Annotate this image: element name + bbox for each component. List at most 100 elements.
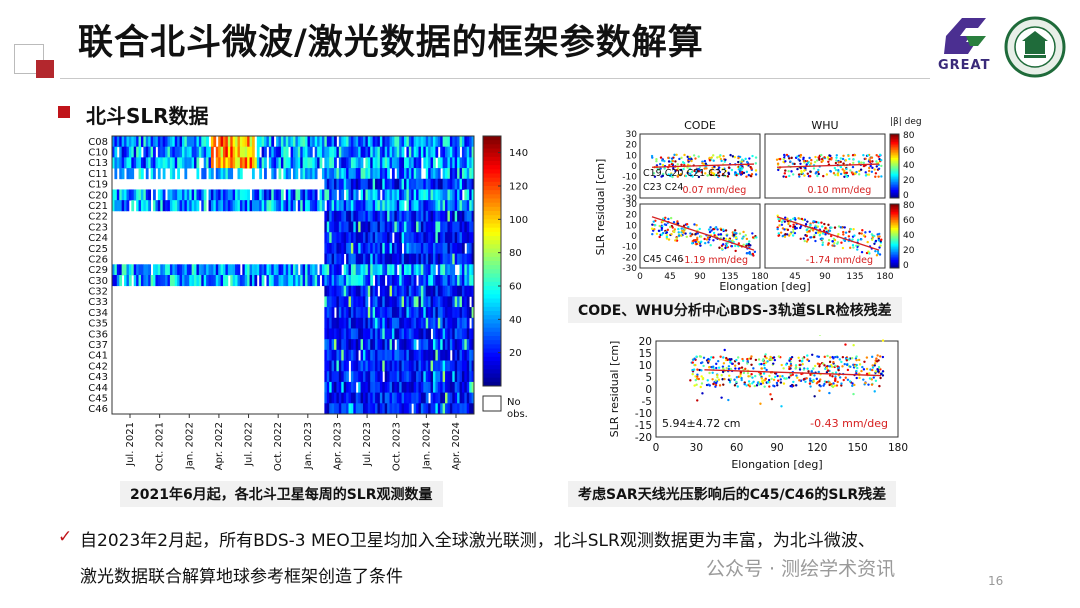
residual-point xyxy=(811,353,814,356)
residual-ytick: -20 xyxy=(622,183,637,193)
residual-point xyxy=(759,372,762,375)
residual-point xyxy=(726,358,729,362)
residual-point xyxy=(722,367,725,370)
residual-point xyxy=(716,376,719,379)
satellite-label: C37 xyxy=(88,340,108,351)
residual-point xyxy=(747,380,751,383)
residual-point xyxy=(787,376,791,379)
residual-point xyxy=(838,376,842,379)
residual-point xyxy=(801,359,804,363)
residual-point xyxy=(711,365,715,368)
residual-point xyxy=(773,358,777,362)
residual-point xyxy=(832,382,835,385)
residual-point xyxy=(763,385,766,388)
satellite-label: C41 xyxy=(88,351,108,362)
residual-point xyxy=(801,363,804,366)
residual-point xyxy=(871,366,875,369)
residual-ytick: 0 xyxy=(631,162,637,172)
residual-point xyxy=(772,356,776,359)
beta-colorbar-tick: 0 xyxy=(903,191,909,201)
residual-point xyxy=(842,378,845,382)
residual-point xyxy=(707,359,710,363)
residual-point xyxy=(818,365,821,368)
residual-point xyxy=(813,395,816,398)
residual-point xyxy=(851,382,854,385)
residual-point xyxy=(714,385,717,388)
satellite-label: C46 xyxy=(88,404,108,415)
corrected-trend-line xyxy=(704,369,882,377)
residual-point xyxy=(794,364,798,367)
residual-point xyxy=(827,369,830,372)
residual-point xyxy=(768,358,771,361)
residual-point xyxy=(815,377,818,381)
residual-ytick: -30 xyxy=(622,264,637,274)
satellite-label: C36 xyxy=(88,329,108,340)
satellite-label: C35 xyxy=(88,319,108,330)
residual-point xyxy=(834,371,838,374)
beta-colorbar-tick: 80 xyxy=(903,201,915,211)
great-logo-text: GREAT xyxy=(938,58,991,73)
residual-point xyxy=(812,380,815,383)
residual-point xyxy=(702,364,705,368)
residual-point xyxy=(852,392,855,396)
residual-point xyxy=(834,355,837,359)
residual-point xyxy=(816,362,820,365)
title-underline xyxy=(60,78,930,79)
residual-point xyxy=(879,376,882,380)
residual-point xyxy=(790,385,794,388)
residual-point xyxy=(825,366,829,370)
date-tick-label: Apr. 2022 xyxy=(214,422,225,470)
corrected-xtick: 150 xyxy=(848,442,868,454)
residual-point xyxy=(731,362,734,366)
satellite-label: C11 xyxy=(88,169,108,180)
group-label-top-2: C23 C24 xyxy=(643,182,683,193)
residual-point xyxy=(818,389,821,392)
residual-point xyxy=(762,372,766,375)
residual-point xyxy=(873,362,877,365)
satellite-label: C44 xyxy=(88,383,108,394)
residual-ytick: 30 xyxy=(626,200,638,210)
residual-point xyxy=(729,367,733,371)
residual-point xyxy=(763,363,766,367)
section-heading: 北斗SLR数据 xyxy=(86,104,209,128)
residual-point xyxy=(696,373,699,376)
corrected-xtick: 0 xyxy=(653,442,660,454)
residual-point xyxy=(772,384,775,387)
no-obs-swatch xyxy=(482,395,502,412)
residual-point xyxy=(749,357,753,360)
residual-point xyxy=(772,362,775,365)
residual-point xyxy=(763,366,766,370)
residual-point xyxy=(770,358,773,362)
residual-point xyxy=(763,355,767,358)
residual-point xyxy=(795,384,798,387)
great-logo xyxy=(944,18,986,54)
residual-point xyxy=(870,378,874,381)
residual-point xyxy=(852,344,855,347)
residual-xlabel: Elongation [deg] xyxy=(719,280,810,293)
residual-point xyxy=(759,382,763,386)
residual-point xyxy=(752,380,755,383)
satellite-label: C45 xyxy=(88,393,108,404)
satellite-label: C22 xyxy=(88,212,108,223)
residual-point xyxy=(802,377,806,381)
slope-label: 0.07 mm/deg xyxy=(683,185,747,196)
date-tick-label: Oct. 2023 xyxy=(392,422,403,471)
corrected-slope: -0.43 mm/deg xyxy=(810,417,888,430)
residual-point xyxy=(711,371,714,374)
residual-point xyxy=(843,362,846,366)
residual-point xyxy=(791,373,794,376)
residual-point xyxy=(767,378,771,382)
residual-point xyxy=(746,359,749,363)
residual-point xyxy=(790,355,794,359)
corrected-ytick: -15 xyxy=(635,420,652,432)
residual-point xyxy=(765,368,768,372)
residual-subplot: -1.74 mm/deg xyxy=(764,203,886,269)
residual-point xyxy=(723,377,726,381)
residual-point xyxy=(881,355,885,359)
residual-point xyxy=(712,382,715,386)
residual-point xyxy=(833,384,837,387)
residual-point xyxy=(841,365,844,368)
residual-point xyxy=(875,357,878,360)
residual-point xyxy=(861,365,864,369)
no-obs-label: obs. xyxy=(507,409,528,420)
